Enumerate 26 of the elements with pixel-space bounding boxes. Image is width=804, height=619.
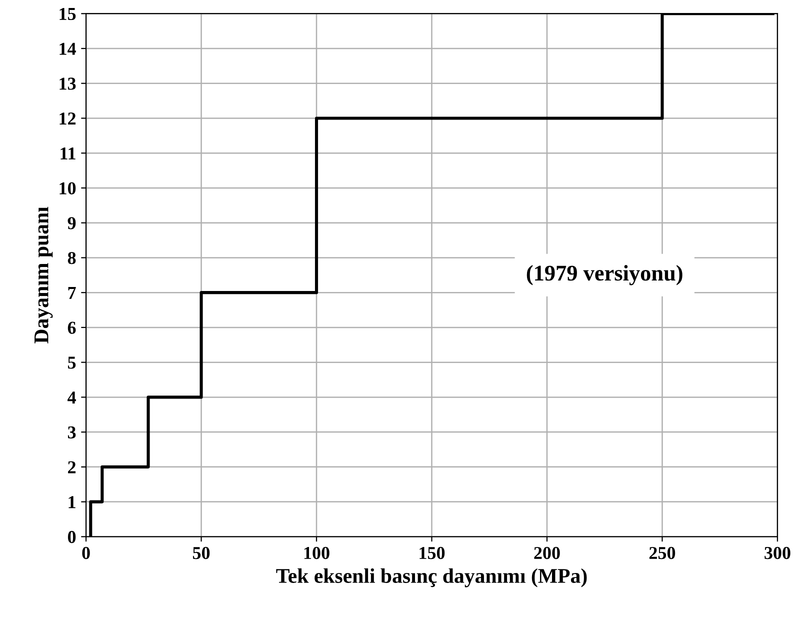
y-tick-label: 15 — [60, 8, 76, 20]
x-axis-title: Tek eksenli basınç dayanımı (MPa) — [276, 568, 587, 588]
y-tick-label: 9 — [68, 217, 76, 230]
y-tick-label: 10 — [60, 182, 76, 194]
y-tick-label: 13 — [60, 78, 76, 90]
y-tick-label: 4 — [68, 392, 76, 404]
y-tick-label: 3 — [68, 426, 76, 439]
y-tick-label: 12 — [60, 112, 76, 124]
x-tick-label: 150 — [420, 546, 445, 560]
y-tick-label: 7 — [68, 287, 76, 299]
x-tick-label: 0 — [82, 546, 90, 560]
y-tick-label: 5 — [68, 356, 76, 369]
y-tick-label: 11 — [60, 147, 76, 160]
x-tick-label: 50 — [192, 546, 210, 560]
y-tick-label: 0 — [68, 530, 76, 544]
y-tick-label: 8 — [68, 252, 76, 264]
x-tick-label: 300 — [764, 546, 790, 560]
x-tick-label: 250 — [649, 546, 676, 560]
y-axis-title: Dayanım puanı — [34, 206, 53, 344]
y-tick-label: 1 — [68, 496, 76, 508]
y-tick-label: 6 — [68, 322, 76, 334]
y-tick-label: 2 — [68, 461, 76, 474]
x-tick-label: 100 — [304, 546, 330, 560]
x-tick-label: 200 — [534, 546, 560, 560]
annotation: (1979 versiyonu) — [526, 265, 682, 286]
y-tick-label: 14 — [60, 42, 76, 55]
